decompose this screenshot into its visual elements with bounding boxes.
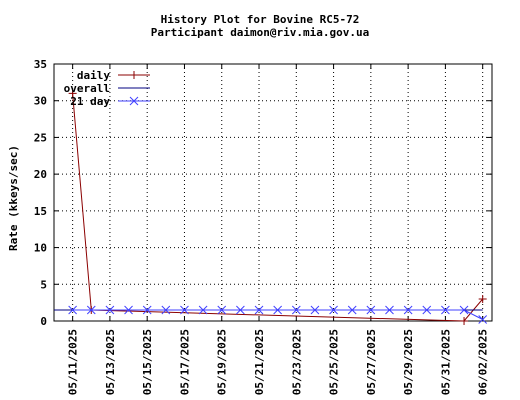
x-tick-label: 05/11/2025 [67, 329, 80, 395]
x-tick-label: 05/25/2025 [328, 329, 341, 395]
data-point-x [124, 305, 133, 315]
series-21-day [68, 305, 488, 324]
plot-frame [53, 63, 493, 322]
axes: 0 5 10 15 20 25 30 35 05/11/2025 05/13/2025 05/15/… [34, 58, 493, 395]
data-point-x [68, 305, 77, 315]
legend-label: daily [77, 69, 110, 82]
data-point-plus [130, 71, 138, 79]
x-tick-label: 05/21/2025 [253, 329, 266, 395]
data-point-x [459, 305, 469, 315]
legend-label: overall [64, 82, 110, 95]
x-tick-label: 05/15/2025 [141, 329, 154, 395]
data-point-x [86, 305, 96, 315]
y-tick-label: 30 [34, 95, 47, 108]
data-point-x [291, 305, 301, 315]
data-point-x [217, 305, 227, 315]
chart-subtitle: Participant daimon@riv.mia.gov.ua [151, 26, 370, 39]
data-point-plus [68, 89, 77, 98]
data-point-x [403, 305, 413, 315]
data-point-x [347, 305, 357, 315]
y-tick-label: 5 [40, 278, 47, 291]
data-point-x [441, 305, 450, 315]
x-tick-label: 05/23/2025 [290, 329, 303, 395]
grid [54, 64, 492, 321]
data-point-x [236, 305, 245, 315]
data-point-x [161, 305, 171, 315]
data-point-x [254, 305, 264, 315]
x-tick-label: 05/13/2025 [104, 329, 117, 395]
chart-title: History Plot for Bovine RC5-72 [161, 13, 360, 26]
data-point-x [478, 315, 488, 324]
data-point-x [366, 305, 376, 315]
data-point-x [129, 96, 139, 106]
series-layer [54, 89, 488, 325]
y-tick-label: 25 [34, 131, 47, 144]
x-tick-label: 06/02/2025 [477, 329, 490, 395]
data-point-x [422, 305, 432, 315]
data-point-plus [478, 294, 487, 303]
x-tick-label: 05/17/2025 [178, 329, 191, 395]
x-tick-label: 05/27/2025 [365, 329, 378, 395]
x-tick-label: 05/29/2025 [402, 329, 415, 395]
data-point-plus [460, 317, 469, 325]
data-point-x [273, 305, 283, 315]
data-point-x [198, 305, 208, 315]
y-tick-label: 35 [34, 58, 47, 71]
data-point-x [329, 305, 338, 315]
data-point-x [180, 305, 189, 315]
y-axis-label: Rate (kkeys/sec) [7, 145, 20, 251]
legend-label: 21 day [70, 95, 110, 108]
data-point-x [310, 305, 320, 315]
y-tick-label: 10 [34, 242, 47, 255]
y-tick-label: 0 [40, 315, 47, 328]
x-tick-label: 05/19/2025 [216, 329, 229, 395]
x-tick-label: 05/31/2025 [439, 329, 452, 395]
data-point-x [142, 305, 152, 315]
data-point-x [105, 305, 115, 315]
data-point-x [385, 305, 394, 315]
y-tick-label: 15 [34, 205, 47, 218]
y-tick-label: 20 [34, 168, 47, 181]
